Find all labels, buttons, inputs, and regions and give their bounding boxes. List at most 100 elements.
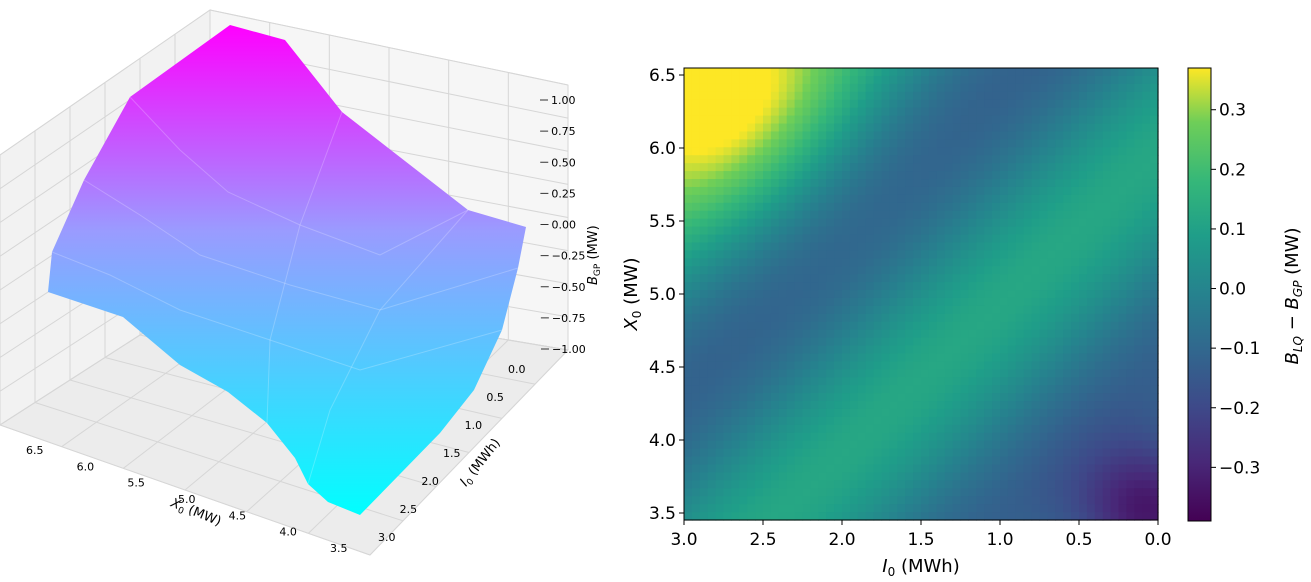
heatmap-cell bbox=[707, 250, 717, 259]
heatmap-cell bbox=[786, 424, 796, 434]
heatmap-cell bbox=[763, 91, 772, 101]
heatmap-cell bbox=[755, 266, 764, 275]
heatmap-cell bbox=[992, 401, 1001, 410]
heatmap-cell bbox=[1126, 282, 1135, 291]
heatmap-cell bbox=[842, 202, 851, 212]
heatmap-cell bbox=[1079, 305, 1088, 315]
heatmap-cell bbox=[1142, 139, 1151, 148]
heatmap-cell bbox=[1063, 456, 1072, 466]
heatmap-cell bbox=[1094, 115, 1104, 125]
heatmap-cell bbox=[691, 480, 701, 489]
heatmap-cell bbox=[913, 242, 922, 251]
heatmap-cell bbox=[913, 290, 922, 299]
heatmap-cell bbox=[976, 107, 985, 117]
heatmap-cell bbox=[952, 393, 962, 402]
heatmap-cell bbox=[755, 250, 764, 259]
heatmap-cell bbox=[1142, 321, 1151, 331]
surface-plot-3d: 1.000.750.500.250.00−0.25−0.50−0.75−1.00… bbox=[0, 9, 603, 556]
heatmap-cell bbox=[905, 424, 914, 434]
heatmap-cell bbox=[1047, 115, 1056, 125]
heatmap-cell bbox=[968, 329, 977, 339]
heatmap-cell bbox=[1079, 139, 1088, 148]
heatmap-cell bbox=[707, 186, 717, 196]
heatmap-cell bbox=[684, 123, 693, 133]
heatmap-cell bbox=[1039, 194, 1048, 204]
heatmap-cell bbox=[731, 139, 740, 148]
heatmap-cell bbox=[984, 369, 993, 378]
heatmap-cell bbox=[913, 305, 922, 315]
heatmap-cell bbox=[1015, 496, 1025, 505]
heatmap-cell bbox=[857, 345, 867, 355]
heatmap-cell bbox=[1031, 361, 1041, 370]
heatmap-cell bbox=[921, 393, 930, 402]
heatmap-cell bbox=[1102, 266, 1112, 275]
heatmap-cell bbox=[1150, 305, 1159, 315]
heatmap-cell bbox=[944, 282, 954, 291]
heatmap-cell bbox=[755, 258, 764, 267]
heatmap-cell bbox=[1079, 194, 1088, 204]
heatmap-cell bbox=[818, 504, 827, 513]
heatmap-cell bbox=[1126, 504, 1135, 513]
heatmap-cell bbox=[1063, 504, 1072, 513]
heatmap-cell bbox=[691, 179, 701, 188]
heatmap-cell bbox=[936, 115, 946, 125]
heatmap-cell bbox=[739, 107, 748, 117]
heatmap-cell bbox=[739, 432, 748, 442]
heatmap-cell bbox=[1094, 186, 1104, 196]
heatmap-cell bbox=[873, 472, 883, 481]
heatmap-cell bbox=[873, 194, 883, 204]
heatmap-cell bbox=[1000, 369, 1009, 378]
heatmap-cell bbox=[1000, 321, 1009, 331]
heatmap-cell bbox=[857, 250, 867, 259]
heatmap-cell bbox=[786, 456, 796, 466]
heatmap-cell bbox=[778, 504, 788, 513]
heatmap-cell bbox=[707, 337, 717, 347]
heatmap-cell bbox=[834, 218, 843, 228]
heatmap-cell bbox=[715, 186, 725, 196]
heatmap-cell bbox=[684, 385, 693, 394]
heatmap-cell bbox=[952, 274, 962, 283]
heatmap-cell bbox=[1110, 131, 1120, 140]
heatmap-cell bbox=[976, 432, 985, 442]
heatmap-cell bbox=[1071, 456, 1080, 466]
heatmap-cell bbox=[834, 369, 843, 378]
heatmap-cell bbox=[849, 99, 859, 109]
heatmap-cell bbox=[1063, 385, 1072, 394]
heatmap-cell bbox=[928, 202, 938, 212]
heatmap-cell bbox=[936, 147, 946, 156]
heatmap-cell bbox=[1023, 202, 1033, 212]
heatmap-cell bbox=[1142, 202, 1151, 212]
heatmap-cell bbox=[984, 266, 993, 275]
heatmap-cell bbox=[921, 369, 930, 378]
heatmap-cell bbox=[834, 234, 843, 244]
heatmap-cell bbox=[984, 163, 993, 172]
heatmap-cell bbox=[1047, 353, 1056, 362]
heatmap-cell bbox=[889, 147, 898, 156]
heatmap-cell bbox=[857, 369, 867, 378]
heatmap-cell bbox=[921, 202, 930, 212]
heatmap-cell bbox=[968, 448, 977, 458]
heatmap-cell bbox=[699, 75, 709, 85]
heatmap-cell bbox=[913, 202, 922, 212]
heatmap-cell bbox=[913, 377, 922, 386]
heatmap-cell bbox=[889, 83, 898, 93]
heatmap-cell bbox=[699, 345, 709, 355]
heatmap-cell bbox=[1071, 250, 1080, 259]
heatmap-cell bbox=[976, 480, 985, 489]
heatmap-cell bbox=[684, 440, 693, 450]
heatmap-cell bbox=[952, 242, 962, 251]
heatmap-cell bbox=[1126, 377, 1135, 386]
heatmap-cell bbox=[755, 424, 764, 434]
heatmap-cell bbox=[992, 297, 1001, 307]
heatmap-cell bbox=[731, 313, 740, 323]
heatmap-cell bbox=[739, 179, 748, 188]
heatmap-cell bbox=[1023, 496, 1033, 505]
heatmap-cell bbox=[1094, 321, 1104, 331]
heatmap-cell bbox=[849, 424, 859, 434]
heatmap-cell bbox=[691, 123, 701, 133]
heatmap-cell bbox=[755, 313, 764, 323]
heatmap-cell bbox=[802, 139, 811, 148]
heatmap-cell bbox=[739, 186, 748, 196]
heatmap-cell bbox=[684, 242, 693, 251]
heatmap-cell bbox=[1134, 186, 1143, 196]
